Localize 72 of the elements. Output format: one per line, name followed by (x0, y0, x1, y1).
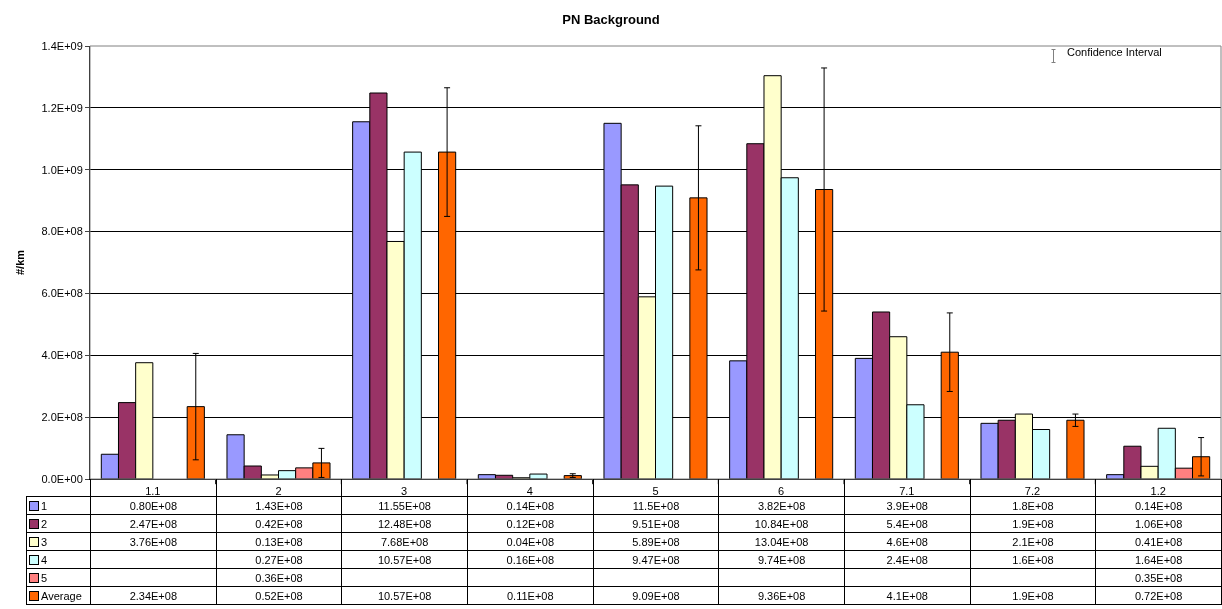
data-label: 1.43E+08 (216, 496, 342, 515)
data-label: 0.80E+08 (90, 496, 217, 515)
data-label: 1.64E+08 (1095, 550, 1222, 569)
data-label: 11.55E+08 (341, 496, 468, 515)
legend-label: Average (26, 586, 91, 605)
x-tick-label: 5 (652, 485, 659, 498)
y-tick-label: 6.0E+08 (41, 287, 83, 300)
annotation: Confidence Interval (1067, 46, 1162, 58)
data-label: 9.74E+08 (718, 550, 845, 569)
data-label: 3.76E+08 (90, 532, 217, 551)
data-label: 12.48E+08 (341, 514, 468, 533)
data-label: 0.14E+08 (1095, 496, 1222, 515)
data-label: 3.9E+08 (844, 496, 971, 515)
data-label: 0.35E+08 (1095, 568, 1222, 587)
data-label: 0.36E+08 (216, 568, 342, 587)
data-label: 10.57E+08 (341, 550, 468, 569)
y-tick-label: 8.0E+08 (41, 225, 83, 238)
data-label: 0.42E+08 (216, 514, 342, 533)
data-label: 9.51E+08 (593, 514, 719, 533)
legend-label: 4 (26, 550, 91, 569)
x-tick-label: 4 (526, 485, 533, 498)
x-tick-label: 7.1 (899, 485, 915, 498)
data-label: 0.72E+08 (1095, 586, 1222, 605)
legend-label: 3 (26, 532, 91, 551)
y-tick-label: 1.2E+09 (41, 101, 83, 114)
data-label: 5.89E+08 (593, 532, 719, 551)
data-label: 0.13E+08 (216, 532, 342, 551)
data-label: 1.6E+08 (970, 550, 1096, 569)
chart-title: PN Background (562, 12, 660, 28)
y-tick-label: 0.0E+00 (41, 472, 83, 485)
data-label: 11.5E+08 (593, 496, 719, 515)
data-label: 1.9E+08 (970, 586, 1096, 605)
x-tick-label: 2 (275, 485, 282, 498)
x-tick-label: 1.1 (145, 485, 161, 498)
x-tick-label: 7.2 (1024, 485, 1041, 498)
data-label: 0.41E+08 (1095, 532, 1222, 551)
legend-label: 2 (26, 514, 91, 533)
data-label: 0.14E+08 (467, 496, 594, 515)
data-label: 4.6E+08 (844, 532, 971, 551)
data-label: 2.1E+08 (970, 532, 1096, 551)
data-label: 1.8E+08 (970, 496, 1096, 515)
y-tick-label: 1.4E+09 (41, 39, 83, 52)
data-label: 0.16E+08 (467, 550, 594, 569)
data-label: 2.4E+08 (844, 550, 971, 569)
data-label: 3.82E+08 (718, 496, 845, 515)
x-tick-label: 3 (401, 485, 408, 498)
data-label: 9.09E+08 (593, 586, 719, 605)
data-label: 2.47E+08 (90, 514, 217, 533)
data-label: 4.1E+08 (844, 586, 971, 605)
data-label: 0.52E+08 (216, 586, 342, 605)
data-label: 0.12E+08 (467, 514, 594, 533)
data-label: 1.06E+08 (1095, 514, 1222, 533)
data-label: 7.68E+08 (341, 532, 468, 551)
x-tick-label: 1.2 (1150, 485, 1166, 498)
legend-label: 1 (26, 496, 91, 515)
y-tick-label: 4.0E+08 (41, 349, 83, 362)
y-tick-label: 2.0E+08 (41, 410, 83, 423)
data-label: 2.34E+08 (90, 586, 217, 605)
y-axis-title: #/km (14, 249, 27, 276)
data-label: 1.9E+08 (970, 514, 1096, 533)
data-label: 10.57E+08 (341, 586, 468, 605)
x-tick-label: 6 (778, 485, 785, 498)
data-label: 0.27E+08 (216, 550, 342, 569)
data-label: 10.84E+08 (718, 514, 845, 533)
y-tick-label: 1.0E+09 (41, 163, 83, 176)
data-label: 0.04E+08 (467, 532, 594, 551)
data-label: 9.47E+08 (593, 550, 719, 569)
data-label: 0.11E+08 (467, 586, 594, 605)
data-label: 13.04E+08 (718, 532, 845, 551)
data-label: 9.36E+08 (718, 586, 845, 605)
legend-label: 5 (26, 568, 91, 587)
data-label: 5.4E+08 (844, 514, 971, 533)
